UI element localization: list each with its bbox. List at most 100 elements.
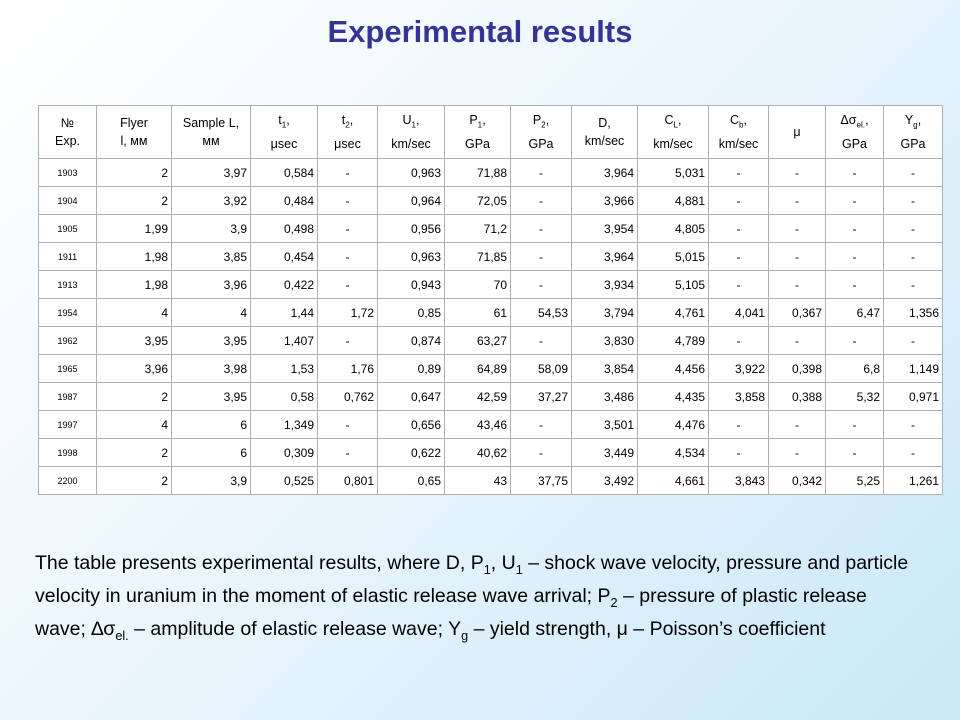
cell: - (510, 186, 572, 215)
cell: 1911 (38, 242, 97, 271)
cell: 5,031 (637, 158, 709, 187)
cell: 3,98 (171, 354, 251, 383)
subscript: 1 (515, 562, 523, 577)
text: C (664, 113, 674, 128)
cell: 42,59 (444, 382, 511, 411)
text: Flyer (120, 116, 148, 130)
cell: 3,934 (571, 270, 638, 299)
cell: 6,8 (825, 354, 884, 383)
text: GPa (464, 136, 490, 151)
header-cell: D, km/sec (571, 105, 638, 159)
cell: 3,92 (171, 186, 251, 215)
cell: 4,789 (637, 326, 709, 355)
cell: - (510, 242, 572, 271)
cell: 2 (96, 186, 172, 215)
title: Experimental results (327, 14, 633, 49)
cell: 2 (96, 382, 172, 411)
header-cell: t1, μsec (250, 105, 318, 159)
cell: - (825, 270, 884, 299)
text: мм (202, 134, 220, 148)
text: km/sec (584, 134, 625, 148)
cell: - (768, 186, 826, 215)
text: GPa (900, 136, 926, 151)
cell: - (708, 186, 769, 215)
text: , (865, 113, 869, 128)
cell: 3,922 (708, 354, 769, 383)
header-row: № Exp. Flyer l, мм Sample L, мм t1, μsec t2, μsec… (38, 105, 943, 159)
cell: 40,62 (444, 438, 511, 467)
text: t (341, 113, 346, 128)
text: km/sec (718, 136, 759, 151)
header-cell: Flyer l, мм (96, 105, 172, 159)
caption: The table presents experimental results,… (35, 550, 915, 649)
cell: 0,454 (250, 242, 318, 271)
cell: 0,943 (377, 270, 445, 299)
text: t (278, 113, 282, 128)
cell: 0,647 (377, 382, 445, 411)
cell: - (510, 158, 572, 187)
text: , (286, 113, 290, 128)
cell: 4,456 (637, 354, 709, 383)
subscript: g (461, 628, 469, 643)
text: D, (598, 116, 611, 130)
cell: 3,95 (96, 326, 172, 355)
cell: 71,2 (444, 214, 511, 243)
cell: - (768, 438, 826, 467)
cell: - (883, 326, 943, 355)
cell: 1,98 (96, 270, 172, 299)
cell: 3,96 (171, 270, 251, 299)
cell: 1,407 (250, 326, 318, 355)
subscript: 1 (483, 562, 491, 577)
table-body: 1903 2 3,97 0,584-0,963 71,88-3,964 5,031- - - -… (38, 158, 943, 495)
cell: 37,75 (510, 466, 572, 495)
cell: - (883, 410, 943, 439)
cell: - (510, 214, 572, 243)
cell: 1,44 (250, 298, 318, 327)
cell: - (317, 186, 378, 215)
table-row: 1954 4 4 1,44 1,72 0,85 61 54,53 3,794 4,761 4,041… (38, 298, 943, 327)
subscript: b (739, 120, 744, 130)
text: Exp. (54, 134, 80, 148)
header-cell: P1, GPa (444, 105, 511, 159)
cell: - (317, 242, 378, 271)
cell: - (708, 438, 769, 467)
subscript: 2 (345, 120, 350, 130)
cell: 4,661 (637, 466, 709, 495)
cell: 0,874 (377, 326, 445, 355)
cell: - (825, 410, 884, 439)
cell: 5,015 (637, 242, 709, 271)
cell: - (768, 158, 826, 187)
cell: - (317, 214, 378, 243)
table-row: 1904 2 3,92 0,484-0,964 72,05-3,966 4,881- - - - (38, 186, 943, 215)
cell: - (825, 242, 884, 271)
text: C (729, 113, 740, 128)
subscript: 2 (610, 595, 618, 610)
cell: 4,041 (708, 298, 769, 327)
table-row: 1913 1,98 3,96 0,422-0,943 70-3,934 5,105- - - - (38, 270, 943, 299)
cell: 0,89 (377, 354, 445, 383)
cell: - (825, 158, 884, 187)
cell: 3,492 (571, 466, 638, 495)
cell: - (883, 186, 943, 215)
subscript: 1 (477, 120, 483, 130)
table-row: 1987 2 3,95 0,58 0,762 0,647 42,59 37,27 3,486 4,… (38, 382, 943, 411)
cell: - (825, 186, 884, 215)
cell: 0,58 (250, 382, 318, 411)
text: – pressure of plastic release wave; ∆σ (35, 584, 867, 640)
cell: 3,85 (171, 242, 251, 271)
subscript: el. (115, 628, 129, 643)
cell: 1954 (38, 298, 97, 327)
table-row: 1997 4 6 1,349-0,656 43,46-3,501 4,476- - - - (38, 410, 943, 439)
cell: 3,964 (571, 158, 638, 187)
cell: 0,65 (377, 466, 445, 495)
cell: - (317, 270, 378, 299)
cell: 54,53 (510, 298, 572, 327)
cell: - (708, 214, 769, 243)
cell: 2200 (38, 466, 97, 495)
cell: 3,954 (571, 214, 638, 243)
cell: 5,32 (825, 382, 884, 411)
cell: - (317, 438, 378, 467)
header-cell: № Exp. (38, 105, 97, 159)
cell: - (883, 270, 943, 299)
table-row: 2200 2 3,9 0,525 0,801 0,65 43 37,75 3,492 4,661 3… (38, 466, 943, 495)
